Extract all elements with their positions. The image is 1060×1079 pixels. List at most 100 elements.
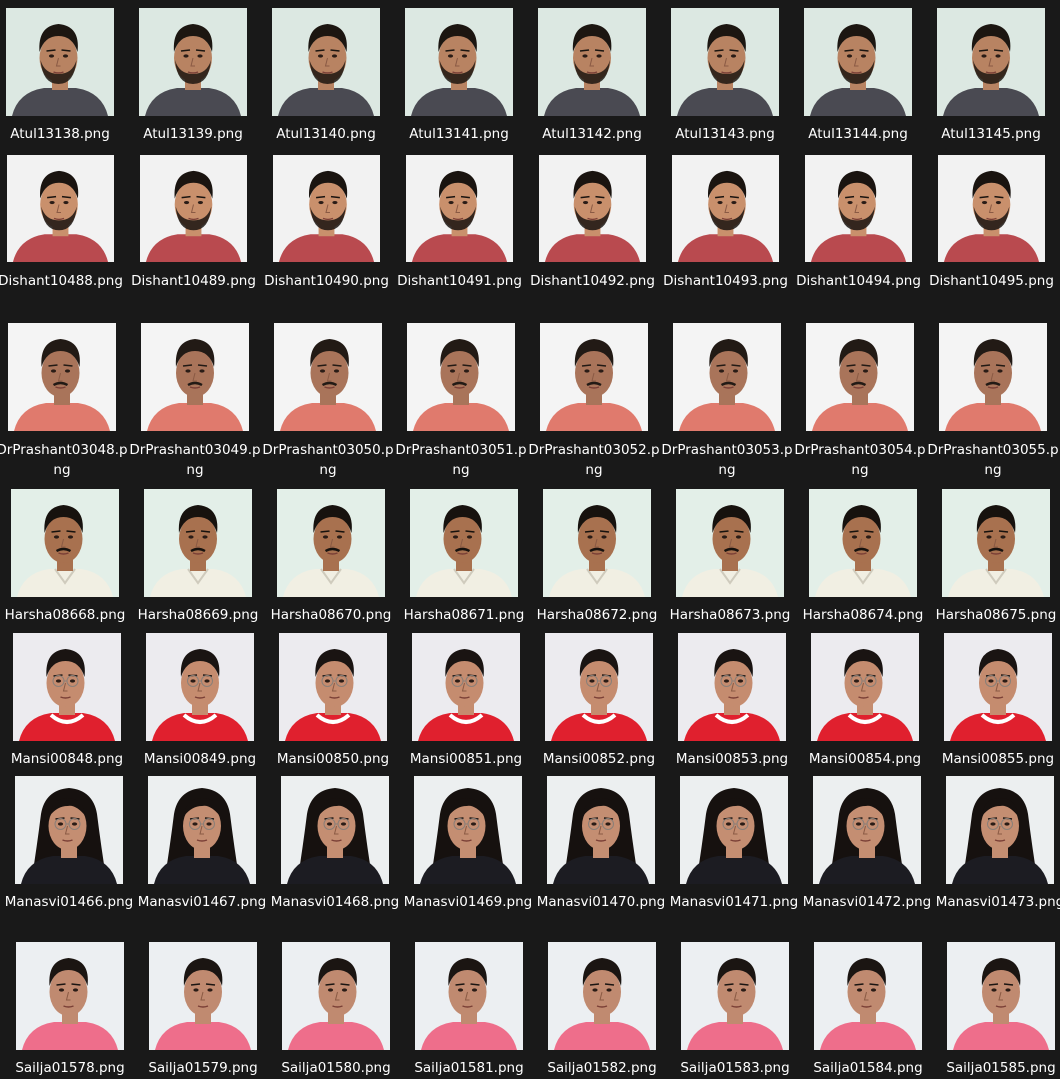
image-thumbnail[interactable] <box>272 8 380 116</box>
image-thumbnail[interactable] <box>15 776 123 884</box>
file-item[interactable]: DrPrashant03049.png <box>129 323 261 480</box>
file-item[interactable]: Dishant10494.png <box>796 155 921 311</box>
image-thumbnail[interactable] <box>548 942 656 1050</box>
image-thumbnail[interactable] <box>149 942 257 1050</box>
file-item[interactable]: Mansi00851.png <box>410 633 522 789</box>
file-item[interactable]: Sailja01578.png <box>15 942 125 1079</box>
image-thumbnail[interactable] <box>814 942 922 1050</box>
file-item[interactable]: Harsha08674.png <box>803 489 923 645</box>
file-item[interactable]: Manasvi01469.png <box>404 776 532 932</box>
image-thumbnail[interactable] <box>942 489 1050 597</box>
image-thumbnail[interactable] <box>805 155 912 262</box>
file-item[interactable]: Manasvi01468.png <box>271 776 399 932</box>
image-thumbnail[interactable] <box>146 633 254 741</box>
file-item[interactable]: DrPrashant03048.png <box>0 323 128 480</box>
image-thumbnail[interactable] <box>273 155 380 262</box>
file-item[interactable]: Sailja01584.png <box>813 942 923 1079</box>
file-item[interactable]: Dishant10493.png <box>663 155 788 311</box>
image-thumbnail[interactable] <box>543 489 651 597</box>
image-thumbnail[interactable] <box>946 776 1054 884</box>
file-item[interactable]: Mansi00852.png <box>543 633 655 789</box>
image-thumbnail[interactable] <box>939 323 1047 431</box>
file-item[interactable]: Atul13139.png <box>139 8 247 164</box>
image-thumbnail[interactable] <box>141 323 249 431</box>
file-item[interactable]: Atul13144.png <box>804 8 912 164</box>
image-thumbnail[interactable] <box>8 323 116 431</box>
image-thumbnail[interactable] <box>414 776 522 884</box>
image-thumbnail[interactable] <box>539 155 646 262</box>
file-item[interactable]: DrPrashant03050.png <box>262 323 394 480</box>
file-item[interactable]: Sailja01580.png <box>281 942 391 1079</box>
image-thumbnail[interactable] <box>6 8 114 116</box>
image-thumbnail[interactable] <box>279 633 387 741</box>
file-item[interactable]: Atul13142.png <box>538 8 646 164</box>
file-item[interactable]: DrPrashant03053.png <box>661 323 793 480</box>
image-thumbnail[interactable] <box>415 942 523 1050</box>
file-item[interactable]: Atul13140.png <box>272 8 380 164</box>
image-thumbnail[interactable] <box>673 323 781 431</box>
image-thumbnail[interactable] <box>13 633 121 741</box>
image-thumbnail[interactable] <box>947 942 1055 1050</box>
file-item[interactable]: Mansi00848.png <box>11 633 123 789</box>
file-item[interactable]: Atul13141.png <box>405 8 513 164</box>
file-item[interactable]: Harsha08668.png <box>5 489 125 645</box>
image-thumbnail[interactable] <box>671 8 779 116</box>
image-thumbnail[interactable] <box>809 489 917 597</box>
image-thumbnail[interactable] <box>540 323 648 431</box>
file-item[interactable]: Harsha08675.png <box>936 489 1056 645</box>
file-item[interactable]: DrPrashant03051.png <box>395 323 527 480</box>
image-thumbnail[interactable] <box>406 155 513 262</box>
image-thumbnail[interactable] <box>274 323 382 431</box>
image-thumbnail[interactable] <box>811 633 919 741</box>
file-item[interactable]: Dishant10490.png <box>264 155 389 311</box>
file-item[interactable]: Mansi00850.png <box>277 633 389 789</box>
image-thumbnail[interactable] <box>405 8 513 116</box>
image-thumbnail[interactable] <box>813 776 921 884</box>
file-item[interactable]: Mansi00855.png <box>942 633 1054 789</box>
file-item[interactable]: Dishant10495.png <box>929 155 1054 311</box>
file-item[interactable]: Manasvi01466.png <box>5 776 133 932</box>
image-thumbnail[interactable] <box>680 776 788 884</box>
file-item[interactable]: DrPrashant03052.png <box>528 323 660 480</box>
image-thumbnail[interactable] <box>938 155 1045 262</box>
image-thumbnail[interactable] <box>678 633 786 741</box>
image-thumbnail[interactable] <box>7 155 114 262</box>
image-thumbnail[interactable] <box>148 776 256 884</box>
image-thumbnail[interactable] <box>545 633 653 741</box>
file-item[interactable]: Harsha08673.png <box>670 489 790 645</box>
file-item[interactable]: Mansi00854.png <box>809 633 921 789</box>
image-thumbnail[interactable] <box>806 323 914 431</box>
image-thumbnail[interactable] <box>410 489 518 597</box>
image-thumbnail[interactable] <box>937 8 1045 116</box>
file-item[interactable]: Sailja01585.png <box>946 942 1056 1079</box>
file-item[interactable]: Dishant10491.png <box>397 155 522 311</box>
image-thumbnail[interactable] <box>277 489 385 597</box>
image-thumbnail[interactable] <box>944 633 1052 741</box>
image-thumbnail[interactable] <box>140 155 247 262</box>
image-thumbnail[interactable] <box>16 942 124 1050</box>
image-thumbnail[interactable] <box>282 942 390 1050</box>
file-item[interactable]: DrPrashant03055.png <box>927 323 1059 480</box>
image-thumbnail[interactable] <box>804 8 912 116</box>
file-item[interactable]: Mansi00853.png <box>676 633 788 789</box>
file-item[interactable]: Sailja01581.png <box>414 942 524 1079</box>
image-thumbnail[interactable] <box>676 489 784 597</box>
image-thumbnail[interactable] <box>11 489 119 597</box>
file-item[interactable]: Atul13138.png <box>6 8 114 164</box>
image-thumbnail[interactable] <box>681 942 789 1050</box>
file-item[interactable]: Harsha08671.png <box>404 489 524 645</box>
file-item[interactable]: Manasvi01473.png <box>936 776 1060 932</box>
file-item[interactable]: Dishant10492.png <box>530 155 655 311</box>
image-thumbnail[interactable] <box>547 776 655 884</box>
file-item[interactable]: Dishant10489.png <box>131 155 256 311</box>
file-item[interactable]: Atul13143.png <box>671 8 779 164</box>
file-item[interactable]: Manasvi01470.png <box>537 776 665 932</box>
file-item[interactable]: Harsha08670.png <box>271 489 391 645</box>
image-thumbnail[interactable] <box>139 8 247 116</box>
image-thumbnail[interactable] <box>412 633 520 741</box>
file-item[interactable]: Manasvi01472.png <box>803 776 931 932</box>
file-item[interactable]: Harsha08672.png <box>537 489 657 645</box>
file-item[interactable]: Dishant10488.png <box>0 155 123 311</box>
file-item[interactable]: Harsha08669.png <box>138 489 258 645</box>
image-thumbnail[interactable] <box>538 8 646 116</box>
